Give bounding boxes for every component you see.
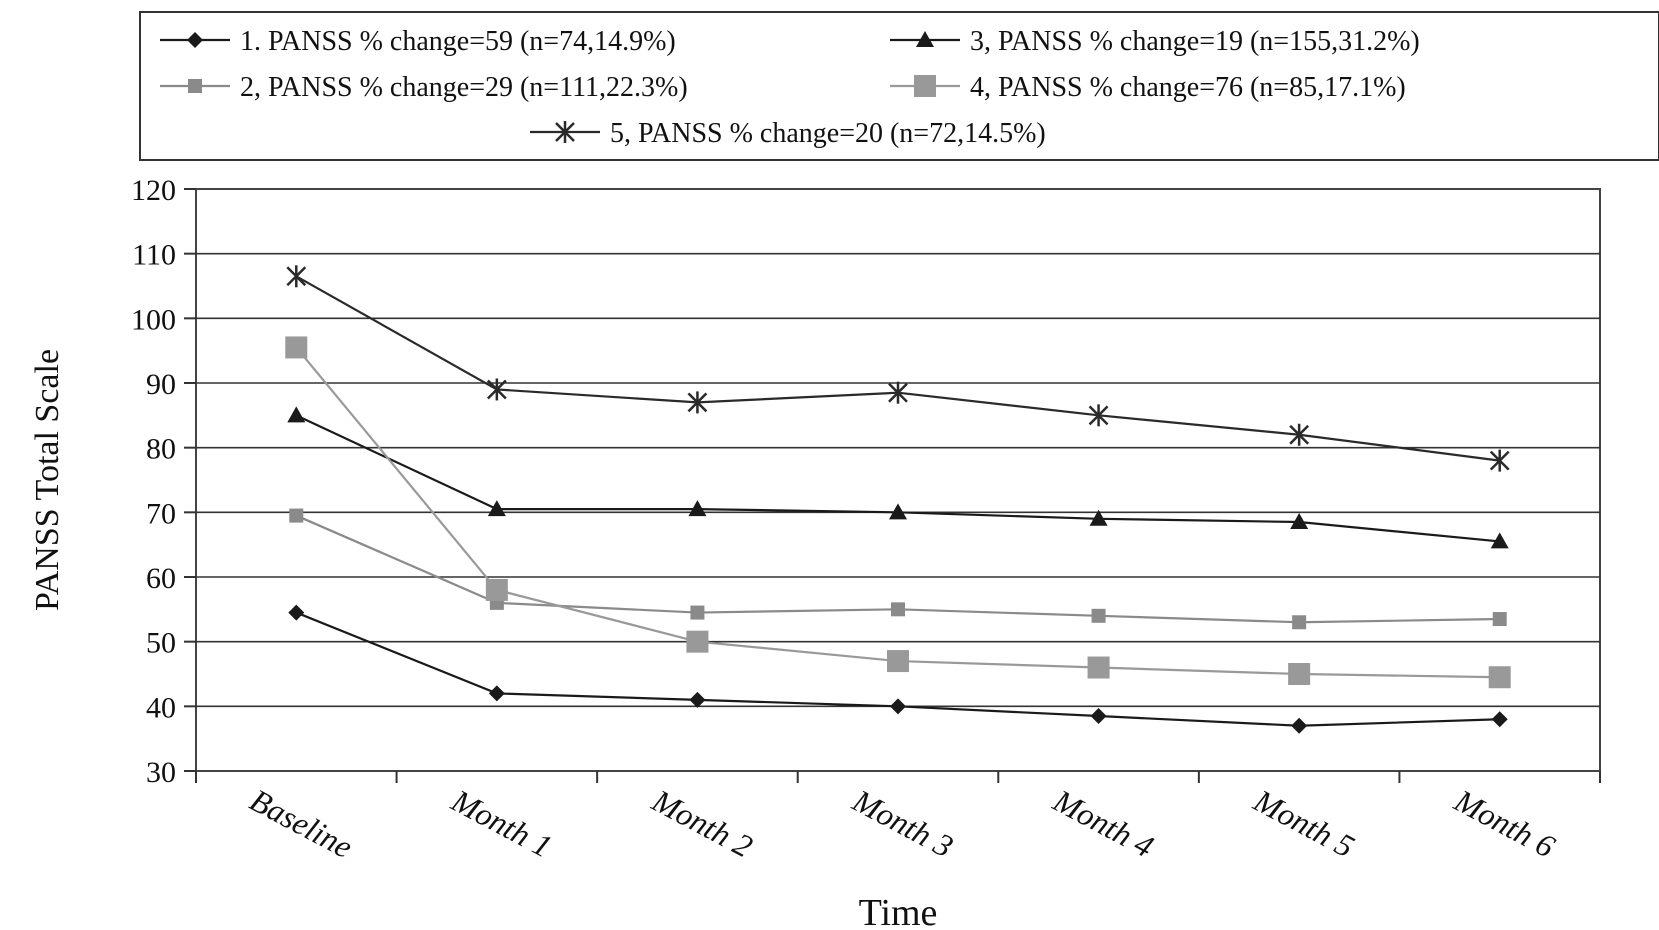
y-tick-label: 110 [132, 239, 176, 272]
y-axis-label: PANSS Total Scale [29, 349, 66, 611]
data-point [688, 500, 707, 517]
legend-label: 1. PANSS % change=59 (n=74,14.9%) [240, 26, 676, 57]
data-point [686, 630, 709, 653]
data-point [288, 604, 305, 621]
data-point [1291, 717, 1308, 734]
data-point [285, 336, 308, 359]
data-point [287, 406, 306, 423]
data-point [1087, 656, 1110, 679]
x-axis-label: Time [859, 892, 938, 930]
x-tick-label: Month 4 [1047, 782, 1160, 865]
legend-item-2: 2, PANSS % change=29 (n=111,22.3%) [160, 72, 688, 103]
y-tick-label: 120 [131, 174, 176, 207]
data-point [1490, 532, 1509, 549]
data-point [1290, 513, 1309, 530]
x-tick-label: Month 2 [646, 782, 759, 865]
legend-item-4: 4, PANSS % change=76 (n=85,17.1%) [890, 72, 1406, 103]
x-tick-label: Baseline [244, 782, 358, 866]
y-tick-label: 30 [146, 756, 176, 789]
x-tick-label: Month 5 [1247, 782, 1360, 865]
legend-label: 5, PANSS % change=20 (n=72,14.5%) [610, 118, 1046, 149]
data-point [689, 691, 706, 708]
x-axis-ticks: Baseline Month 1 Month 2 Month 3 Month 4 Mont… [195, 771, 1601, 866]
y-tick-label: 60 [146, 562, 176, 595]
data-point [1288, 663, 1311, 685]
legend-marker [188, 79, 202, 93]
legend-marker [914, 75, 936, 97]
data-point [1491, 711, 1508, 728]
data-point [1292, 615, 1307, 630]
plot-area: 30 40 50 60 70 80 90 100 110 120 Baseline Month 1 M… [131, 174, 1601, 866]
x-tick-label: Month 1 [445, 782, 558, 865]
legend-marker [555, 121, 575, 143]
legend-item-3: 3, PANSS % change=19 (n=155,31.2%) [890, 26, 1420, 57]
data-point [890, 698, 906, 715]
data-point [1492, 612, 1507, 627]
data-point [1091, 608, 1106, 623]
legend-label: 4, PANSS % change=76 (n=85,17.1%) [970, 72, 1406, 103]
series-1 [288, 604, 1508, 734]
data-point [687, 391, 708, 414]
y-axis-ticks: 30 40 50 60 70 80 90 100 110 120 [131, 174, 196, 789]
data-point [488, 685, 505, 702]
y-tick-label: 50 [146, 627, 176, 660]
x-tick-label: Month 3 [846, 782, 959, 865]
series-2 [289, 508, 1507, 630]
y-tick-label: 100 [131, 303, 176, 336]
data-point [1289, 423, 1310, 446]
data-point [1088, 404, 1109, 427]
series-line [295, 275, 1500, 462]
data-point [1089, 509, 1108, 526]
series-3 [287, 406, 1509, 549]
series-4 [285, 336, 1511, 689]
legend-label: 2, PANSS % change=29 (n=111,22.3%) [240, 72, 688, 103]
data-point [690, 605, 705, 620]
data-point [1489, 449, 1510, 472]
data-point [1090, 708, 1107, 725]
legend-marker [916, 31, 934, 47]
series-group [285, 265, 1511, 734]
plot-frame [195, 188, 1601, 772]
data-point [1488, 666, 1511, 689]
y-tick-label: 40 [146, 691, 176, 724]
legend-label: 3, PANSS % change=19 (n=155,31.2%) [970, 26, 1420, 57]
data-point [286, 265, 307, 288]
data-point [487, 500, 506, 517]
x-tick-label: Month 6 [1448, 782, 1561, 865]
data-point [888, 381, 908, 404]
y-tick-label: 90 [146, 368, 176, 401]
y-tick-label: 70 [146, 497, 176, 530]
data-point [889, 503, 907, 520]
data-point [289, 508, 304, 523]
data-point [485, 578, 508, 601]
legend-item-1: 1. PANSS % change=59 (n=74,14.9%) [160, 26, 676, 57]
data-point [891, 602, 905, 617]
data-point [887, 650, 909, 673]
y-tick-label: 80 [146, 433, 176, 466]
series-5 [286, 265, 1510, 472]
legend: 1. PANSS % change=59 (n=74,14.9%) 2, PANS… [139, 11, 1659, 161]
legend-item-5: 5, PANSS % change=20 (n=72,14.5%) [530, 118, 1046, 149]
series-line [295, 414, 1500, 543]
data-point [486, 378, 507, 401]
legend-marker [187, 32, 203, 48]
